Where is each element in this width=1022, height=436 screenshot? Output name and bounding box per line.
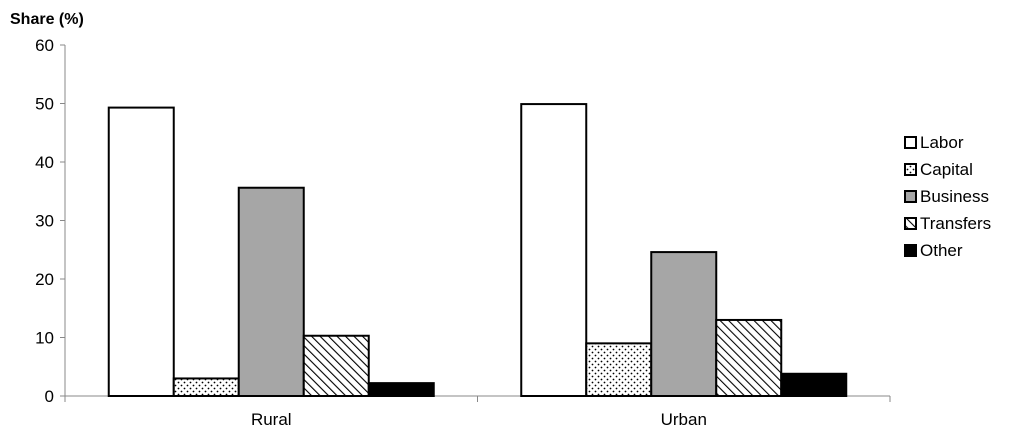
bar-labor-urban <box>520 103 588 398</box>
bar-other-rural <box>367 382 435 398</box>
legend-label-transfers: Transfers <box>920 214 991 233</box>
legend: Labor Capital Business Transfers Other <box>904 133 991 260</box>
y-tick-label: 0 <box>45 387 54 406</box>
legend-swatch-labor <box>904 136 917 149</box>
x-category-label: Rural <box>251 410 292 429</box>
bar-business-rural <box>237 186 305 397</box>
legend-swatch-transfers <box>904 217 917 230</box>
x-category-label: Urban <box>661 410 707 429</box>
legend-label-labor: Labor <box>920 133 964 152</box>
bar-capital-rural <box>172 377 240 398</box>
bar-transfers-urban <box>715 318 783 398</box>
y-tick-label: 40 <box>35 153 54 172</box>
legend-label-capital: Capital <box>920 160 973 179</box>
y-tick-label: 60 <box>35 36 54 55</box>
bar-business-urban <box>650 251 718 397</box>
bar-labor-rural <box>107 106 175 397</box>
bars <box>107 103 848 398</box>
y-axis-title: Share (%) <box>10 11 84 28</box>
bar-capital-urban <box>585 342 653 398</box>
y-tick-label: 10 <box>35 329 54 348</box>
y-tick-label: 20 <box>35 270 54 289</box>
bar-other-urban <box>780 372 848 397</box>
legend-swatch-business <box>904 190 917 203</box>
y-tick-label: 30 <box>35 212 54 231</box>
legend-label-business: Business <box>920 187 989 206</box>
legend-swatch-other <box>904 244 917 257</box>
y-tick-label: 50 <box>35 95 54 114</box>
bar-transfers-rural <box>302 334 370 397</box>
legend-swatch-capital <box>904 163 917 176</box>
legend-label-other: Other <box>920 241 963 260</box>
